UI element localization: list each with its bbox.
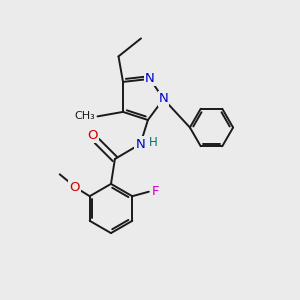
Text: N: N [145, 72, 155, 86]
Text: N: N [159, 92, 168, 106]
Text: O: O [69, 181, 80, 194]
Text: N: N [136, 137, 145, 151]
Text: F: F [152, 185, 159, 198]
Text: H: H [148, 136, 158, 149]
Text: CH₃: CH₃ [74, 111, 95, 122]
Text: O: O [87, 129, 98, 142]
